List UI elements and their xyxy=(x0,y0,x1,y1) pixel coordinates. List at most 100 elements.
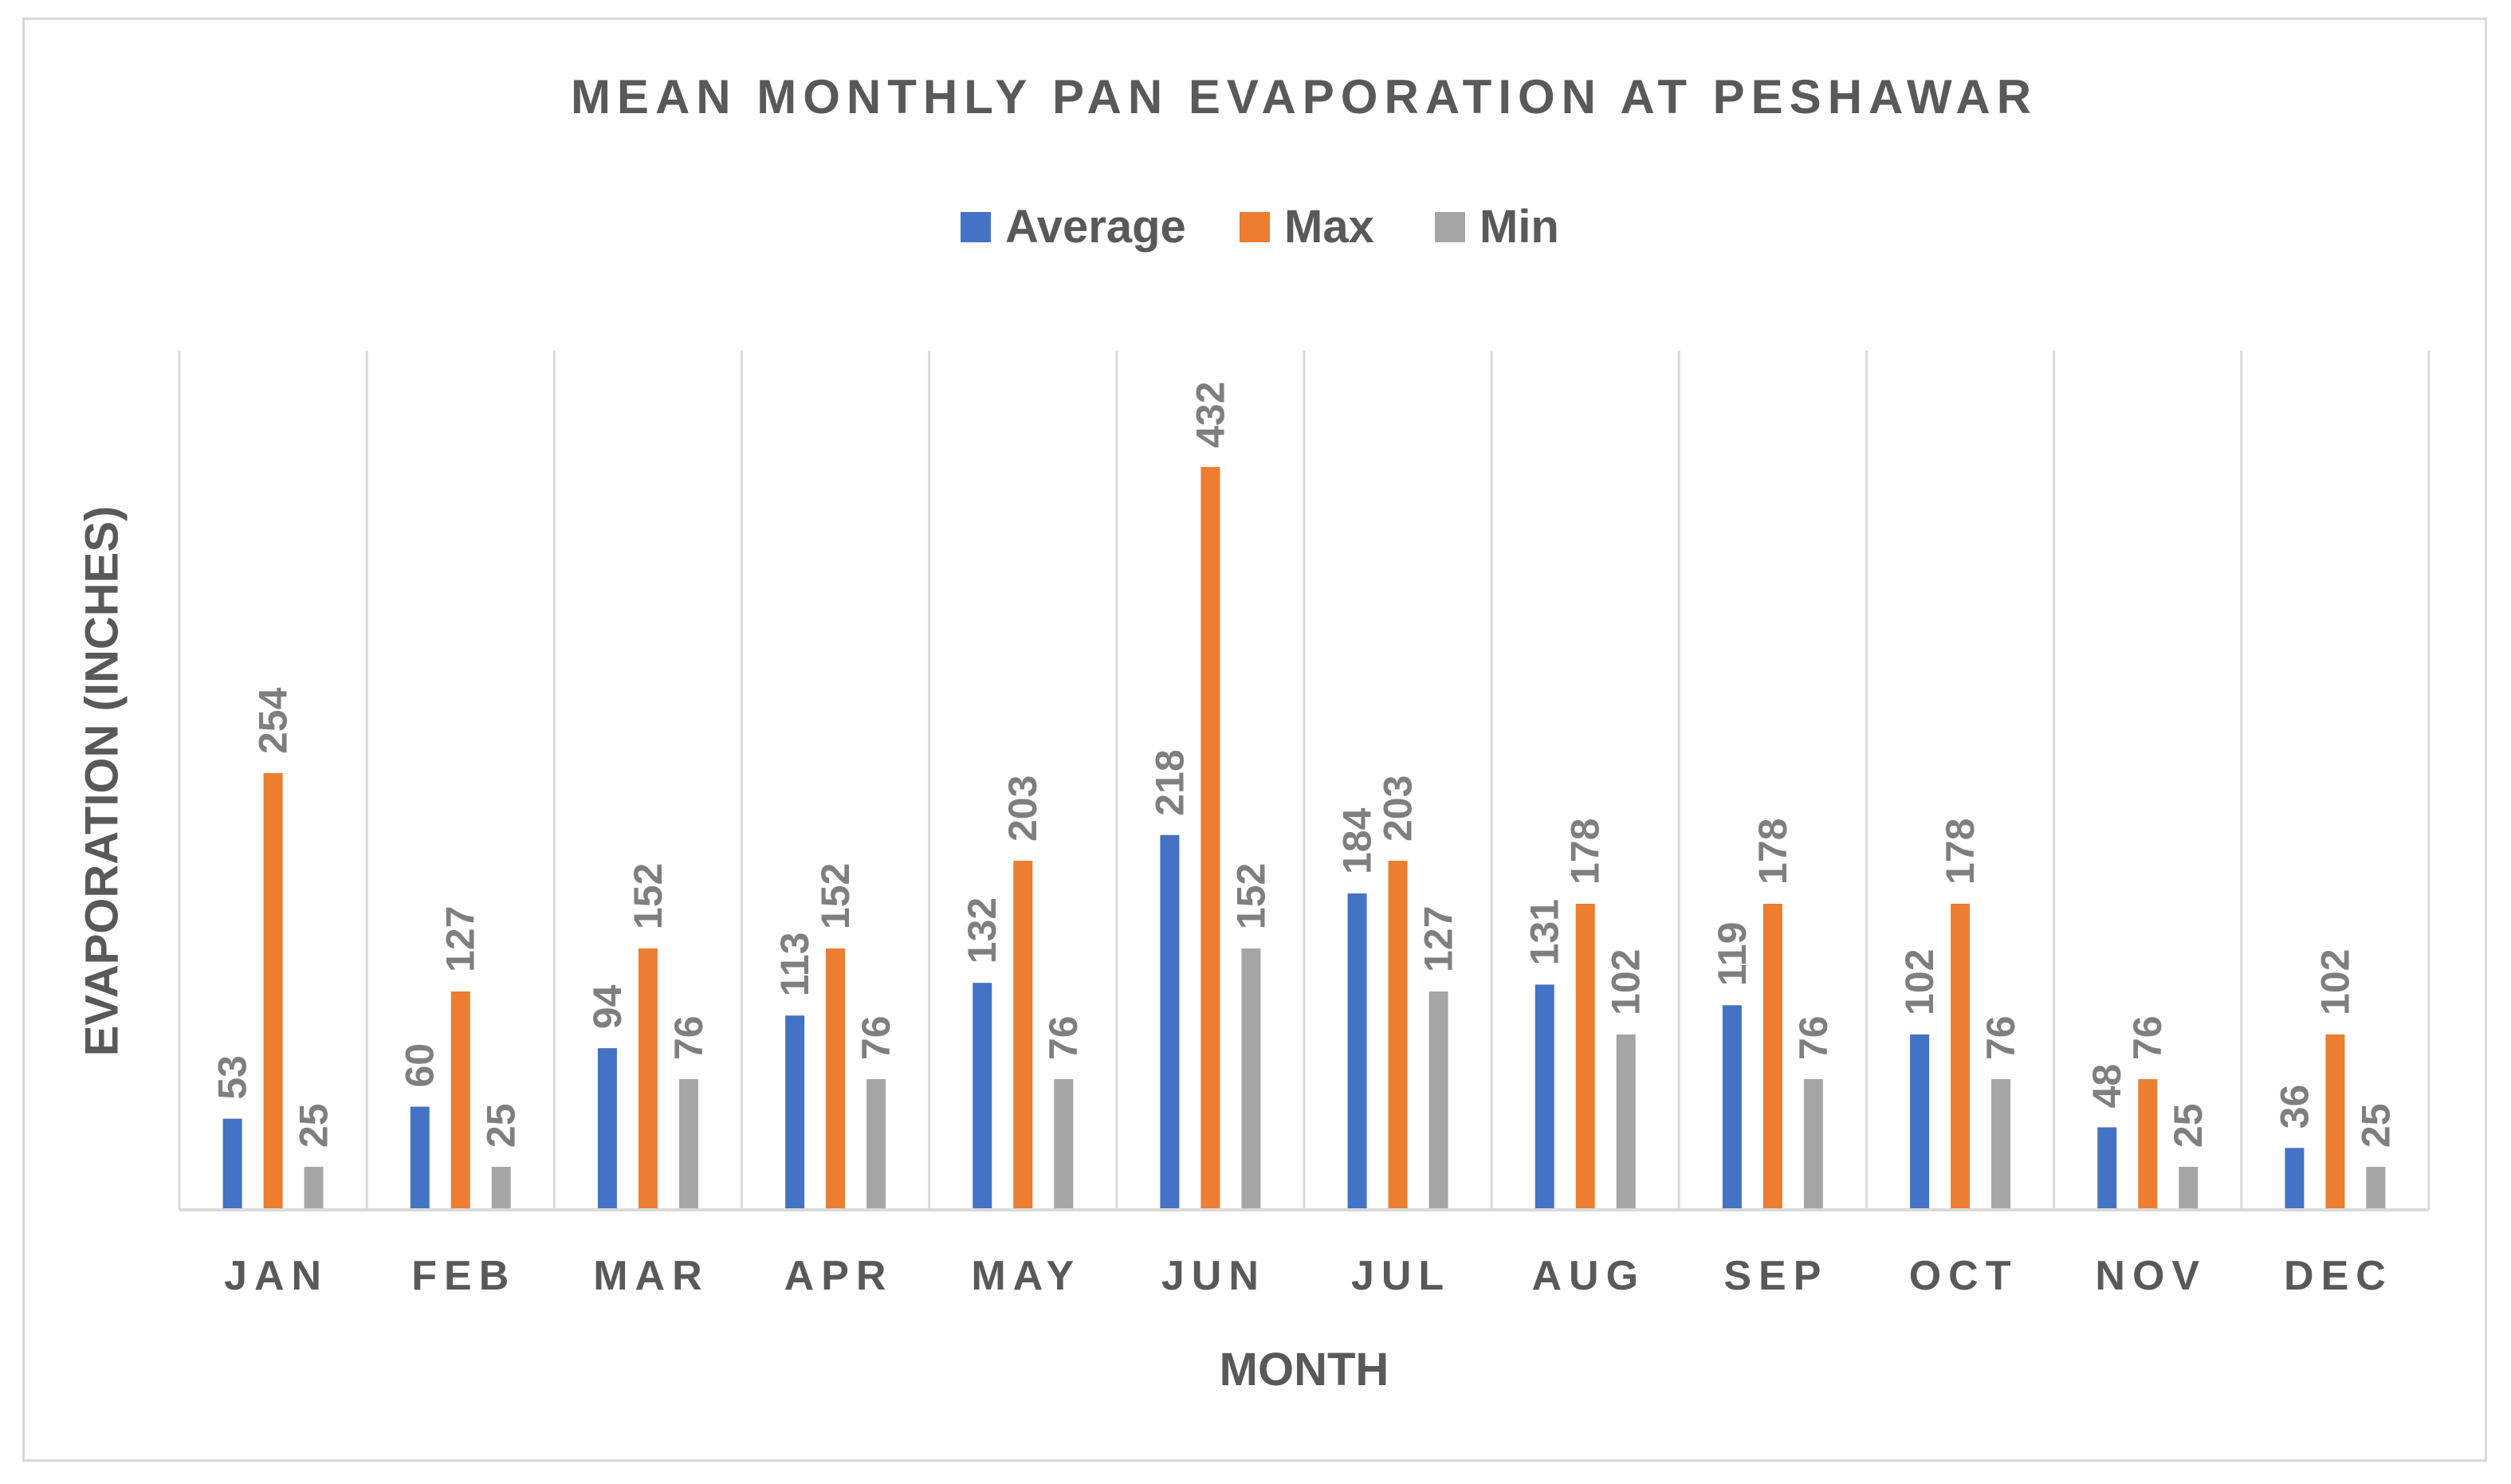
gridlines xyxy=(178,351,2430,1210)
data-label-max-dec: 102 xyxy=(2313,949,2357,1015)
bar-max-feb xyxy=(450,991,470,1210)
x-tick-label-mar: MAR xyxy=(593,1253,709,1299)
data-label-min-jul: 127 xyxy=(1417,906,1461,972)
legend: Average Max Min xyxy=(961,201,1559,253)
bar-max-jan xyxy=(263,773,283,1210)
data-label-average-jun: 218 xyxy=(1147,749,1192,815)
data-label-max-oct: 178 xyxy=(1938,819,1982,885)
data-label-min-aug: 102 xyxy=(1604,949,1648,1015)
data-label-max-apr: 152 xyxy=(813,863,858,929)
bar-min-oct xyxy=(1991,1079,2011,1210)
legend-swatch-max xyxy=(1240,212,1270,242)
bar-min-mar xyxy=(678,1079,698,1210)
bar-max-oct xyxy=(1951,903,1971,1210)
x-tick-label-oct: OCT xyxy=(1909,1253,2018,1299)
x-axis-tick-labels: JAN FEB MAR APR MAY JUN JUL AUG SEP OCT NOV DEC xyxy=(224,1253,2393,1299)
bar-min-dec xyxy=(2366,1167,2386,1210)
x-tick-label-aug: AUG xyxy=(1531,1253,1645,1299)
data-label-min-dec: 25 xyxy=(2353,1103,2398,1148)
bar-max-may xyxy=(1013,861,1033,1210)
legend-label-max: Max xyxy=(1284,201,1374,253)
data-label-average-dec: 36 xyxy=(2272,1085,2316,1129)
data-label-average-apr: 113 xyxy=(772,932,817,997)
bar-average-nov xyxy=(2097,1127,2117,1210)
bar-max-dec xyxy=(2325,1034,2345,1210)
data-label-average-jan: 53 xyxy=(210,1055,255,1100)
bar-average-aug xyxy=(1534,984,1554,1210)
bar-average-apr xyxy=(785,1015,805,1210)
bar-min-nov xyxy=(2179,1167,2199,1210)
data-label-average-sep: 119 xyxy=(1710,922,1755,987)
data-label-max-may: 203 xyxy=(1000,775,1045,842)
data-labels: 5325425601272594152761131527613220376218… xyxy=(210,382,2399,1148)
bars xyxy=(222,467,2386,1210)
bar-average-may xyxy=(973,983,992,1210)
data-label-min-apr: 76 xyxy=(854,1015,898,1060)
data-label-min-sep: 76 xyxy=(1791,1015,1836,1060)
bar-average-jun xyxy=(1160,834,1180,1210)
x-axis-title: MONTH xyxy=(1220,1344,1389,1396)
bar-min-jan xyxy=(304,1167,324,1210)
data-label-min-jan: 25 xyxy=(292,1103,336,1148)
data-label-min-mar: 76 xyxy=(666,1015,711,1060)
data-label-min-may: 76 xyxy=(1041,1015,1086,1060)
chart-frame xyxy=(22,18,2487,1462)
data-label-min-feb: 25 xyxy=(479,1103,524,1148)
bar-max-sep xyxy=(1762,903,1782,1210)
data-label-max-mar: 152 xyxy=(626,863,670,929)
bar-max-jun xyxy=(1200,467,1220,1210)
legend-label-average: Average xyxy=(1005,201,1186,253)
x-tick-label-jul: JUL xyxy=(1351,1253,1451,1299)
data-label-max-nov: 76 xyxy=(2125,1015,2170,1060)
bar-max-apr xyxy=(826,948,846,1210)
bar-average-sep xyxy=(1722,1005,1742,1210)
legend-swatch-average xyxy=(961,212,991,242)
bar-average-mar xyxy=(597,1048,617,1210)
data-label-average-aug: 131 xyxy=(1523,899,1567,965)
x-tick-label-sep: SEP xyxy=(1723,1253,1828,1299)
bar-average-jan xyxy=(222,1118,242,1210)
bar-max-nov xyxy=(2138,1079,2158,1210)
legend-label-min: Min xyxy=(1479,201,1559,253)
y-axis-title: EVAPORATION (INCHES) xyxy=(76,506,128,1057)
bar-min-sep xyxy=(1803,1079,1823,1210)
bar-max-aug xyxy=(1575,903,1595,1210)
x-tick-label-jan: JAN xyxy=(224,1253,328,1299)
bar-min-apr xyxy=(866,1079,886,1210)
x-tick-label-dec: DEC xyxy=(2284,1253,2393,1299)
data-label-average-may: 132 xyxy=(960,897,1004,964)
bar-max-jul xyxy=(1388,861,1408,1210)
data-label-max-feb: 127 xyxy=(438,906,483,972)
data-label-average-nov: 48 xyxy=(2085,1064,2129,1109)
data-label-max-sep: 178 xyxy=(1751,819,1795,885)
data-label-average-feb: 60 xyxy=(398,1043,442,1088)
data-label-average-oct: 102 xyxy=(1897,949,1942,1015)
x-tick-label-feb: FEB xyxy=(411,1253,516,1299)
chart-title: MEAN MONTHLY PAN EVAPORATION AT PESHAWAR xyxy=(571,70,2037,124)
legend-swatch-min xyxy=(1435,212,1465,242)
data-label-average-mar: 94 xyxy=(585,984,630,1029)
x-tick-label-nov: NOV xyxy=(2095,1253,2206,1299)
data-label-average-jul: 184 xyxy=(1335,807,1380,874)
bar-min-jun xyxy=(1241,948,1261,1210)
data-label-min-nov: 25 xyxy=(2166,1103,2210,1148)
bar-average-dec xyxy=(2285,1148,2305,1210)
bar-min-jul xyxy=(1428,991,1448,1210)
x-tick-label-may: MAY xyxy=(971,1253,1081,1299)
data-label-max-jul: 203 xyxy=(1376,775,1421,842)
data-label-min-jun: 152 xyxy=(1228,863,1273,929)
data-label-max-aug: 178 xyxy=(1563,819,1608,885)
bar-max-mar xyxy=(638,948,658,1210)
bar-average-oct xyxy=(1910,1034,1930,1210)
data-label-max-jan: 254 xyxy=(251,687,296,754)
bar-average-jul xyxy=(1347,893,1367,1210)
x-tick-label-jun: JUN xyxy=(1161,1253,1266,1299)
bar-min-aug xyxy=(1616,1034,1636,1210)
data-label-max-jun: 432 xyxy=(1188,382,1232,448)
x-tick-label-apr: APR xyxy=(784,1253,894,1299)
bar-min-feb xyxy=(491,1167,511,1210)
data-label-min-oct: 76 xyxy=(1979,1015,2023,1060)
bar-average-feb xyxy=(410,1106,430,1210)
bar-min-may xyxy=(1054,1079,1074,1210)
